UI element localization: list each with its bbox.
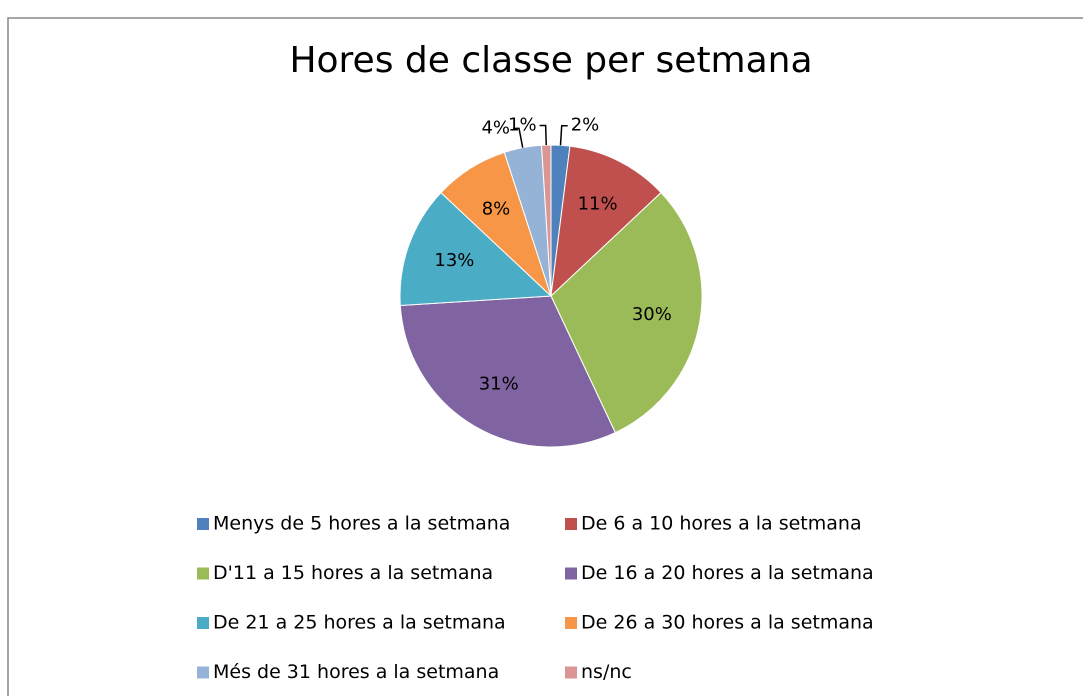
legend-swatch	[565, 617, 577, 629]
legend-swatch	[197, 666, 209, 679]
pie-slice	[550, 191, 703, 434]
legend-label: ns/nc	[581, 661, 632, 683]
data-label: 31%	[479, 373, 519, 394]
legend-swatch	[197, 518, 209, 530]
pie-slice	[550, 145, 662, 298]
data-label: 1%	[508, 114, 537, 135]
data-label: 4%	[481, 117, 510, 138]
legend-label: Més de 31 hores a la setmana	[213, 661, 499, 683]
legend-swatch	[565, 666, 577, 679]
data-label: 8%	[482, 198, 511, 219]
legend-label: D'11 a 15 hores a la setmana	[213, 562, 493, 584]
legend-label: De 21 a 25 hores a la setmana	[213, 612, 506, 634]
data-label: 11%	[578, 194, 618, 215]
legend-label: De 16 a 20 hores a la setmana	[581, 562, 874, 584]
leader-line	[513, 127, 524, 148]
leader-line	[539, 124, 548, 146]
data-label: 30%	[632, 304, 672, 325]
legend-swatch	[565, 567, 577, 580]
legend-swatch	[197, 567, 209, 580]
data-label: 13%	[434, 250, 474, 271]
pie-slice	[399, 295, 616, 448]
legend-swatch	[565, 518, 577, 530]
chart-title: Hores de classe per setmana	[289, 40, 812, 81]
legend-label: De 26 a 30 hores a la setmana	[581, 612, 874, 634]
leader-line	[559, 124, 568, 146]
pie-slice	[399, 191, 553, 307]
data-label: 2%	[571, 115, 600, 136]
legend-label: Menys de 5 hores a la setmana	[213, 513, 510, 535]
legend-label: De 6 a 10 hores a la setmana	[581, 513, 862, 535]
pie-slice	[540, 144, 552, 297]
legend-swatch	[197, 617, 209, 629]
